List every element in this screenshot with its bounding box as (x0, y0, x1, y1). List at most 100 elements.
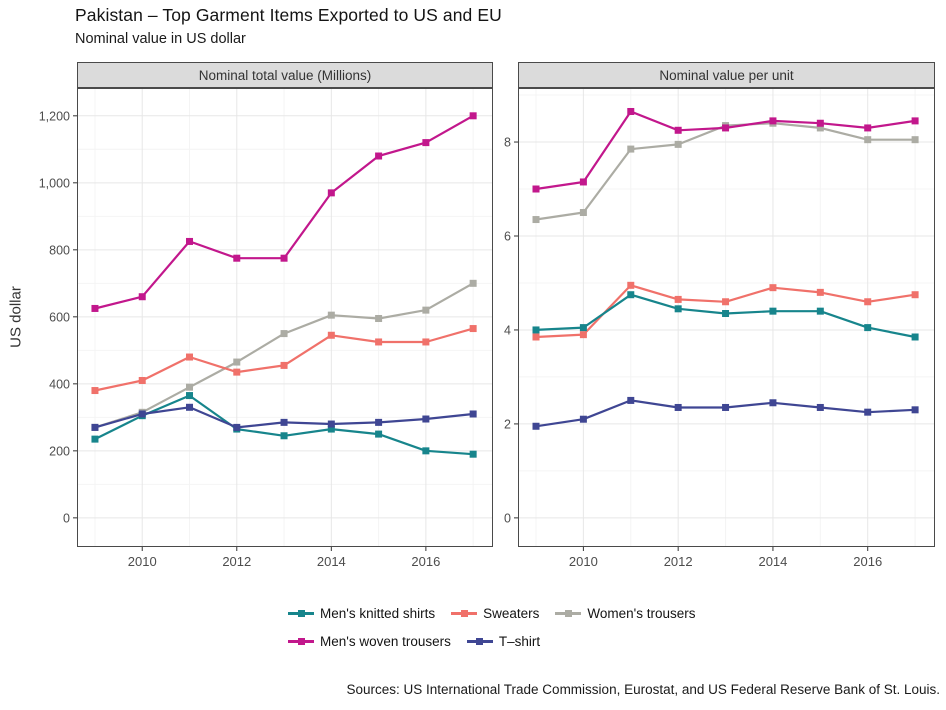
data-point-marker (674, 140, 682, 148)
data-point-marker (769, 307, 777, 315)
legend-square-icon (297, 610, 305, 617)
y-axis-title: US dollar (7, 286, 25, 348)
data-point-marker (91, 304, 99, 312)
data-point-marker (579, 178, 587, 186)
data-point-marker (327, 420, 335, 428)
data-point-marker (233, 358, 241, 366)
data-point-marker (674, 305, 682, 313)
data-point-marker (627, 281, 635, 289)
data-point-marker (91, 387, 99, 395)
data-point-marker (722, 310, 730, 318)
legend-label: T–shirt (498, 634, 541, 649)
legend-square-icon (476, 638, 484, 645)
data-point-marker (91, 423, 99, 431)
data-point-marker (138, 376, 146, 384)
data-point-marker (469, 450, 477, 458)
data-point-marker (911, 136, 919, 144)
data-point-marker (138, 293, 146, 301)
data-point-marker (532, 185, 540, 193)
x-axis-tick-label: 2010 (569, 554, 598, 569)
y-axis-tick-label: 0 (504, 511, 511, 525)
data-point-marker (280, 330, 288, 338)
data-point-marker (769, 399, 777, 407)
data-point-marker (816, 403, 824, 411)
data-point-marker (722, 124, 730, 132)
data-point-marker (375, 315, 383, 323)
chart-subtitle: Nominal value in US dollar (75, 31, 246, 47)
legend-square-icon (297, 638, 305, 645)
data-point-marker (327, 331, 335, 339)
y-axis-tick-label: 200 (49, 444, 70, 458)
legend-label: Men's woven trousers (320, 634, 451, 649)
data-point-marker (864, 136, 872, 144)
data-point-marker (469, 112, 477, 120)
panel-strip-title: Nominal value per unit (518, 62, 935, 88)
legend-swatch-icon (288, 609, 314, 618)
data-point-marker (674, 403, 682, 411)
legend: Men's knitted shirts Sweaters Women's trou… (288, 606, 758, 649)
data-point-marker (469, 410, 477, 418)
data-point-marker (722, 298, 730, 306)
data-point-marker (816, 307, 824, 315)
data-point-marker (375, 338, 383, 346)
y-axis-tick-label: 800 (49, 243, 70, 257)
data-point-marker (422, 139, 430, 147)
data-point-marker (186, 353, 194, 361)
data-point-marker (233, 368, 241, 376)
data-point-marker (327, 425, 335, 433)
data-point-marker (579, 331, 587, 339)
data-point-marker (911, 333, 919, 341)
data-point-marker (422, 415, 430, 423)
x-axis-tick-label: 2012 (222, 554, 251, 569)
data-point-marker (864, 298, 872, 306)
data-point-marker (532, 326, 540, 334)
data-point-marker (422, 447, 430, 455)
data-point-marker (722, 403, 730, 411)
data-point-marker (674, 295, 682, 303)
legend-square-icon (460, 610, 468, 617)
data-point-marker (186, 383, 194, 391)
data-point-marker (186, 392, 194, 400)
data-point-marker (769, 117, 777, 125)
data-point-marker (911, 406, 919, 414)
legend-square-icon (564, 610, 572, 617)
data-point-marker (816, 288, 824, 296)
data-point-marker (864, 408, 872, 416)
legend-swatch-icon (555, 609, 582, 618)
x-axis-tick-label: 2010 (128, 554, 157, 569)
x-axis-tick-label: 2016 (411, 554, 440, 569)
data-point-marker (627, 396, 635, 404)
data-point-marker (864, 324, 872, 332)
legend-swatch-icon (288, 637, 314, 646)
data-point-marker (375, 430, 383, 438)
x-axis-tick-label: 2012 (664, 554, 693, 569)
legend-item: Women's trousers (555, 606, 696, 621)
data-point-marker (422, 338, 430, 346)
data-point-marker (91, 435, 99, 443)
data-point-marker (911, 291, 919, 299)
data-point-marker (579, 324, 587, 332)
y-axis-tick-label: 0 (63, 511, 70, 525)
legend-swatch-icon (451, 609, 478, 618)
data-point-marker (627, 107, 635, 115)
legend-label: Sweaters (483, 606, 540, 621)
data-point-marker (627, 145, 635, 153)
panel-plot: 0 200 400 600 800 1,000 1,200 2010 2012 2014 2016 (39, 88, 493, 569)
data-point-marker (280, 432, 288, 440)
y-axis-tick-label: 2 (504, 417, 511, 431)
legend-label: Women's trousers (587, 606, 696, 621)
legend-label: Men's knitted shirts (320, 606, 436, 621)
y-axis-tick-label: 1,000 (39, 176, 70, 190)
data-point-marker (469, 279, 477, 287)
y-axis-tick-label: 600 (49, 310, 70, 324)
data-point-marker (280, 254, 288, 262)
data-point-marker (233, 423, 241, 431)
panel-strip-title: Nominal total value (Millions) (77, 62, 493, 88)
panel-border (77, 88, 493, 547)
data-point-marker (627, 291, 635, 299)
y-axis-tick-label: 6 (504, 229, 511, 243)
data-point-marker (769, 284, 777, 292)
data-point-marker (469, 325, 477, 333)
data-point-marker (911, 117, 919, 125)
y-axis-tick-label: 4 (504, 323, 511, 337)
